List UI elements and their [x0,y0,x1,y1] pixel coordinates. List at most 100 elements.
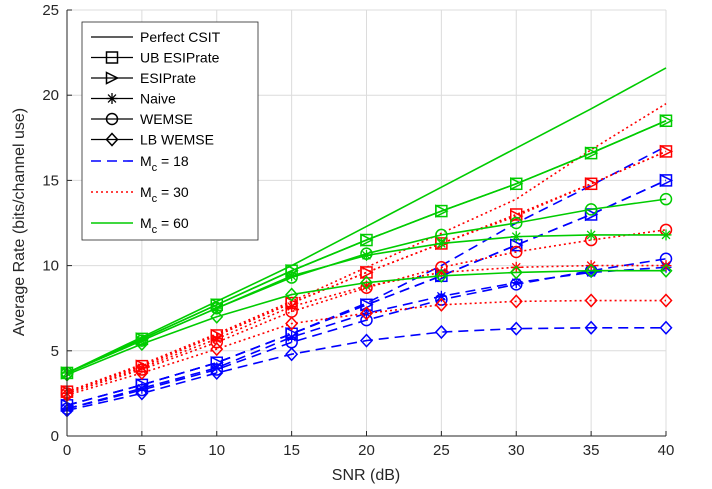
series-line [66,198,667,374]
data-point-circle [210,363,223,376]
y-tick-label: 25 [42,2,59,19]
x-axis-label: SNR (dB) [332,467,400,484]
data-point-diamond [285,347,299,362]
data-point-triangle-right [659,173,674,188]
data-point-circle [659,192,673,206]
legend-label: WEMSE [140,111,193,127]
data-point-triangle-right [435,204,449,218]
data-point-star-stroke [661,230,671,240]
legend: Perfect CSIT UB ESIPrate ESIPrate Naive WEMS… [81,21,259,241]
series-7 [66,103,667,393]
legend-label: Naive [140,91,176,107]
data-point-diamond [659,263,673,278]
data-point-triangle-right [510,177,524,191]
data-point-diamond [584,263,598,278]
data-point-diamond [659,320,673,335]
data-point-triangle-right [659,144,674,159]
data-point-circle [510,245,523,259]
series-line [66,120,667,374]
x-tick-label: 5 [138,442,146,459]
data-point-star-stroke [436,291,446,301]
data-point-diamond [210,309,224,324]
legend-entry-group: Mc = 60 [91,215,189,236]
data-point-diamond [210,341,224,357]
data-point-circle [584,203,598,216]
legend-swatch-star [106,93,118,104]
data-point-star [660,229,672,241]
data-point-diamond [434,324,448,340]
y-tick-label: 0 [51,428,59,445]
legend-entry-marker: UB ESIPrate [91,50,220,66]
data-point-circle [435,261,448,274]
data-point-triangle-right [510,209,524,223]
data-point-diamond [359,275,374,290]
x-tick-label: 25 [433,442,450,459]
data-point-star-stroke [436,239,446,248]
legend-entry-marker: Naive [91,91,176,107]
data-point-diamond [584,320,598,335]
series-line [66,229,667,395]
x-tick-label: 35 [583,442,600,459]
series-line [66,179,667,407]
series-6 [60,320,673,418]
legend-box [81,21,259,241]
data-point-diamond [359,306,374,321]
series-line [66,103,667,393]
data-point-diamond [285,287,299,302]
legend-swatch-triangle-right [105,71,120,85]
data-point-triangle-right [510,238,524,252]
data-point-star-stroke [586,230,596,240]
data-point-diamond [584,293,598,308]
data-point-triangle-right [584,177,599,191]
series-line [66,299,666,396]
x-tick-label: 0 [63,442,71,459]
y-axis-label: Average Rate (bits/channel use) [11,108,28,336]
legend-swatch-circle [105,112,119,126]
data-point-diamond [135,386,149,401]
legend-label: LB WEMSE [140,132,214,148]
data-point-diamond [509,321,523,336]
data-point-diamond [135,365,149,381]
legend-label: Mc = 18 [140,153,189,174]
data-point-diamond [434,268,448,283]
data-point-circle [135,383,149,397]
data-point-star-stroke [511,232,521,242]
data-point-circle [210,301,223,315]
legend-swatch-diamond [105,132,119,147]
legend-swatch-star-stroke [107,94,117,103]
data-point-diamond [285,316,299,331]
data-point-circle [135,363,149,376]
data-point-triangle-right [584,146,599,160]
data-point-diamond [509,265,523,280]
series-line [66,67,667,374]
x-tick-label: 30 [508,442,525,459]
series-line [66,264,666,395]
series-12 [60,293,673,403]
series-line [66,326,666,412]
data-point-star [435,237,447,249]
legend-entry-marker: LB WEMSE [91,132,214,148]
x-tick-label: 10 [208,442,225,459]
x-tick-label: 15 [283,442,300,459]
legend-entry-group: Mc = 30 [91,184,189,205]
data-point-star-stroke [212,334,222,344]
series-layer [60,67,674,418]
series-line [66,269,666,376]
axes: 0 5 10 15 20 25 30 35 40 0 5 10 15 20 25 [42,2,674,459]
legend-label: Perfect CSIT [140,29,221,45]
series-17 [60,192,673,380]
y-tick-label: 20 [42,87,59,104]
legend-entry-marker: ESIPrate [91,70,196,86]
data-point-triangle-right [659,114,674,128]
x-tick-label: 20 [358,442,375,459]
data-point-star [510,231,522,243]
data-point-circle [285,271,298,284]
legend-label: UB ESIPrate [140,50,220,66]
data-point-circle [510,216,523,230]
data-point-diamond [509,294,523,309]
series-13 [66,67,667,374]
legend-label: ESIPrate [140,70,196,86]
data-point-circle [360,313,373,327]
